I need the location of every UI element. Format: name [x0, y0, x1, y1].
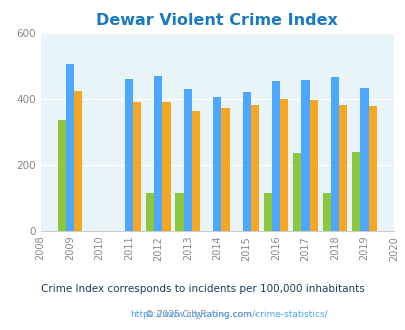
Bar: [221, 108, 229, 231]
Bar: [368, 106, 376, 231]
Bar: [66, 64, 74, 231]
Bar: [133, 102, 141, 231]
Bar: [162, 102, 170, 231]
Bar: [58, 120, 66, 231]
Bar: [263, 193, 271, 231]
Bar: [213, 97, 221, 231]
Bar: [146, 193, 154, 231]
Bar: [271, 81, 279, 231]
Bar: [301, 80, 309, 231]
Bar: [279, 99, 288, 231]
Bar: [250, 105, 258, 231]
Bar: [124, 79, 133, 231]
Text: https://www.cityrating.com/crime-statistics/: https://www.cityrating.com/crime-statist…: [130, 310, 326, 319]
Bar: [175, 193, 183, 231]
Bar: [322, 193, 330, 231]
Text: Crime Index corresponds to incidents per 100,000 inhabitants: Crime Index corresponds to incidents per…: [41, 284, 364, 294]
Bar: [330, 77, 338, 231]
Bar: [242, 92, 250, 231]
Bar: [183, 89, 192, 231]
Bar: [338, 105, 346, 231]
Bar: [192, 111, 200, 231]
Bar: [309, 100, 317, 231]
Bar: [359, 88, 368, 231]
Bar: [154, 76, 162, 231]
Bar: [351, 152, 359, 231]
Bar: [74, 91, 82, 231]
Text: © 2025 CityRating.com -: © 2025 CityRating.com -: [145, 310, 260, 319]
Title: Dewar Violent Crime Index: Dewar Violent Crime Index: [96, 13, 337, 28]
Bar: [292, 153, 301, 231]
